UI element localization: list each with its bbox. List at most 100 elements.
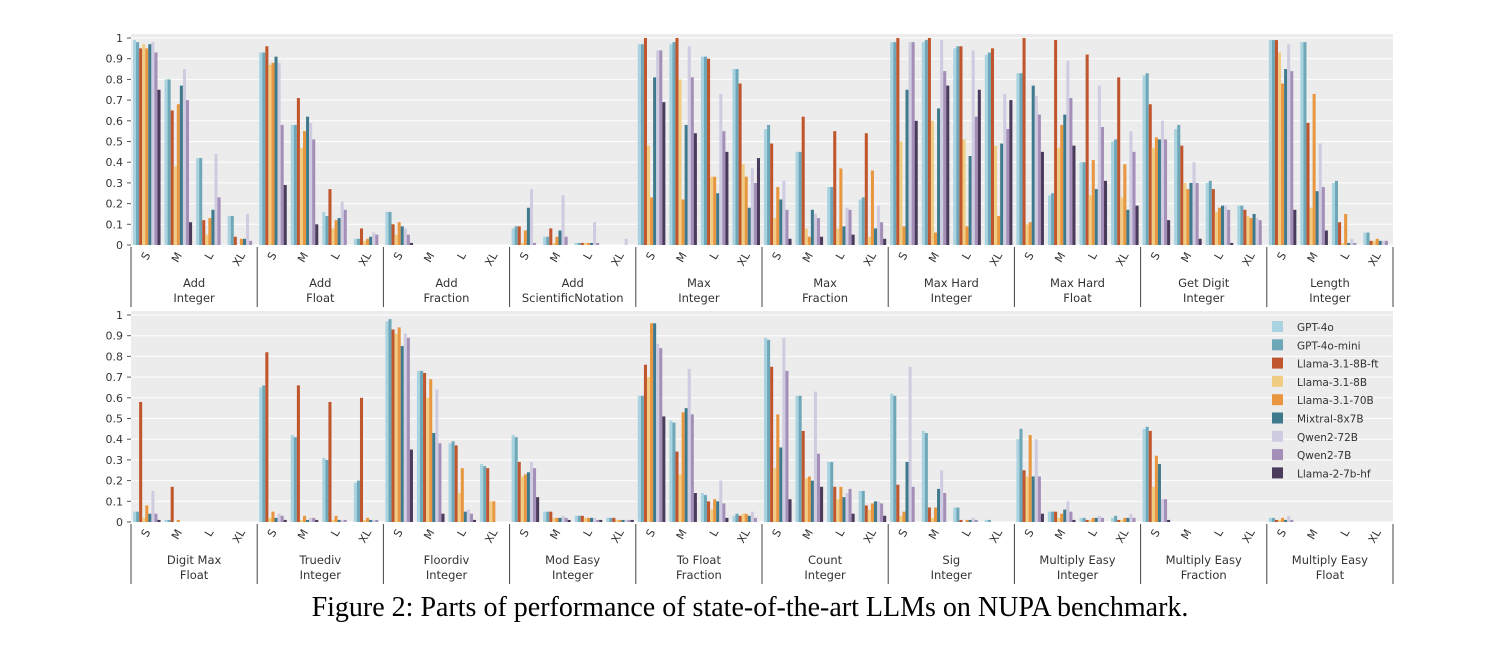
bar-gpt-4o bbox=[1079, 162, 1083, 245]
bar-llama-3-1-70b bbox=[145, 505, 149, 522]
bar-qwen2-72b bbox=[340, 519, 344, 522]
bar-llama-2-7b-hf bbox=[788, 499, 792, 522]
bar-llama-3-1-70b bbox=[933, 507, 938, 522]
bar-llama-3-1-8b bbox=[1088, 519, 1092, 522]
bar-qwen2-72b bbox=[877, 205, 881, 245]
bar-llama-3-1-70b bbox=[492, 501, 496, 522]
bar-gpt-4o bbox=[353, 482, 357, 522]
bar-llama-3-1-70b bbox=[208, 218, 212, 245]
bar-gpt-4o bbox=[1016, 73, 1020, 245]
bar-qwen2-7b bbox=[1321, 187, 1325, 245]
bar-qwen2-72b bbox=[309, 517, 313, 522]
bar-llama-3-1-8b bbox=[710, 509, 714, 522]
bar-llama-2-7b-hf bbox=[883, 238, 887, 245]
x-tick-label: M bbox=[674, 527, 690, 542]
bar-llama-3-1-8b bbox=[678, 79, 682, 246]
bar-mixtral-8x7b bbox=[747, 207, 751, 245]
x-tick-label: XL bbox=[735, 526, 754, 545]
bar-gpt-4o bbox=[290, 124, 294, 245]
bar-mixtral-8x7b bbox=[684, 408, 688, 522]
bar-qwen2-72b bbox=[845, 207, 849, 245]
bar-llama-3-1-8b-ft bbox=[423, 372, 427, 522]
group-label-type: Integer bbox=[1057, 568, 1099, 582]
bar-mixtral-8x7b bbox=[369, 519, 373, 522]
bar-mixtral-8x7b bbox=[306, 519, 310, 522]
bar-llama-2-7b-hf bbox=[1072, 519, 1076, 522]
bar-llama-3-1-8b bbox=[552, 242, 556, 245]
bar-llama-3-1-70b bbox=[618, 519, 622, 522]
bar-llama-3-1-70b bbox=[1154, 137, 1158, 245]
bar-gpt-4o bbox=[953, 48, 957, 245]
bar-qwen2-72b bbox=[782, 180, 786, 245]
bar-mixtral-8x7b bbox=[968, 519, 972, 522]
bar-llama-3-1-70b bbox=[681, 199, 685, 245]
x-tick-label: M bbox=[169, 250, 185, 265]
bar-llama-3-1-8b-ft bbox=[801, 116, 805, 245]
x-tick-label: L bbox=[1212, 249, 1227, 262]
legend-label: Qwen2-72B bbox=[1297, 432, 1358, 444]
bar-gpt-4o-mini bbox=[1271, 517, 1275, 522]
x-tick-label: M bbox=[421, 250, 437, 265]
bar-qwen2-7b bbox=[564, 236, 568, 245]
bar-qwen2-72b bbox=[971, 50, 975, 245]
bar-qwen2-7b bbox=[343, 519, 347, 522]
x-tick-label: M bbox=[800, 250, 816, 265]
bar-llama-2-7b-hf bbox=[1293, 209, 1297, 245]
bar-mixtral-8x7b bbox=[590, 242, 594, 245]
bar-qwen2-72b bbox=[1350, 238, 1354, 245]
bar-llama-2-7b-hf bbox=[1167, 519, 1171, 522]
group-label-type: Integer bbox=[678, 291, 720, 305]
bar-gpt-4o-mini bbox=[672, 422, 676, 522]
x-tick-label: S bbox=[265, 250, 280, 263]
bar-llama-3-1-8b-ft bbox=[1085, 519, 1089, 522]
bar-llama-3-1-70b bbox=[1344, 213, 1348, 245]
bar-qwen2-7b bbox=[1100, 517, 1104, 522]
y-tick-label: 0.2 bbox=[106, 475, 124, 488]
bar-llama-3-1-70b bbox=[870, 170, 874, 245]
bar-qwen2-72b bbox=[908, 366, 912, 522]
bar-mixtral-8x7b bbox=[937, 108, 941, 245]
bar-llama-3-1-8b-ft bbox=[896, 484, 900, 522]
bar-qwen2-72b bbox=[845, 493, 849, 522]
bar-gpt-4o-mini bbox=[703, 56, 708, 245]
bar-llama-3-1-8b bbox=[1025, 224, 1029, 245]
bar-gpt-4o bbox=[385, 321, 389, 522]
bar-qwen2-7b bbox=[690, 414, 694, 522]
bar-qwen2-72b bbox=[1066, 501, 1070, 522]
bar-mixtral-8x7b bbox=[148, 44, 152, 246]
group-label-task: Add bbox=[309, 276, 331, 290]
bar-qwen2-7b bbox=[280, 515, 284, 522]
bar-mixtral-8x7b bbox=[810, 480, 814, 522]
x-tick-label: XL bbox=[1113, 526, 1132, 545]
bar-llama-3-1-70b bbox=[1060, 513, 1064, 522]
bar-llama-3-1-8b bbox=[994, 145, 998, 245]
bar-llama-3-1-8b bbox=[1120, 197, 1124, 245]
x-tick-label: XL bbox=[987, 249, 1006, 268]
bar-gpt-4o bbox=[322, 211, 326, 245]
bar-mixtral-8x7b bbox=[400, 226, 404, 245]
bar-gpt-4o bbox=[322, 457, 326, 522]
bar-gpt-4o-mini bbox=[861, 197, 865, 245]
bar-gpt-4o bbox=[1331, 182, 1335, 245]
bar-llama-3-1-70b bbox=[713, 176, 717, 245]
bar-llama-3-1-8b bbox=[173, 166, 177, 245]
bar-gpt-4o-mini bbox=[987, 519, 991, 522]
bar-llama-3-1-70b bbox=[681, 412, 685, 522]
x-tick-label: L bbox=[455, 526, 470, 539]
bar-llama-3-1-8b-ft bbox=[359, 397, 364, 522]
bar-gpt-4o-mini bbox=[356, 238, 360, 245]
bar-gpt-4o-mini bbox=[1019, 428, 1023, 522]
bar-qwen2-72b bbox=[561, 515, 565, 522]
y-tick-label: 0.3 bbox=[106, 177, 124, 190]
y-tick-label: 0.1 bbox=[106, 218, 124, 231]
group-label-task: Mod Easy bbox=[545, 553, 600, 567]
bar-llama-3-1-8b bbox=[142, 517, 146, 522]
x-tick-label: S bbox=[770, 250, 785, 263]
bar-llama-3-1-70b bbox=[1123, 517, 1127, 522]
bar-llama-3-1-8b bbox=[867, 236, 871, 245]
bar-llama-3-1-8b-ft bbox=[1148, 104, 1152, 246]
y-tick-label: 0.9 bbox=[106, 330, 124, 343]
bar-llama-2-7b-hf bbox=[693, 493, 697, 522]
bar-qwen2-72b bbox=[1034, 95, 1038, 246]
bar-gpt-4o bbox=[574, 515, 578, 522]
